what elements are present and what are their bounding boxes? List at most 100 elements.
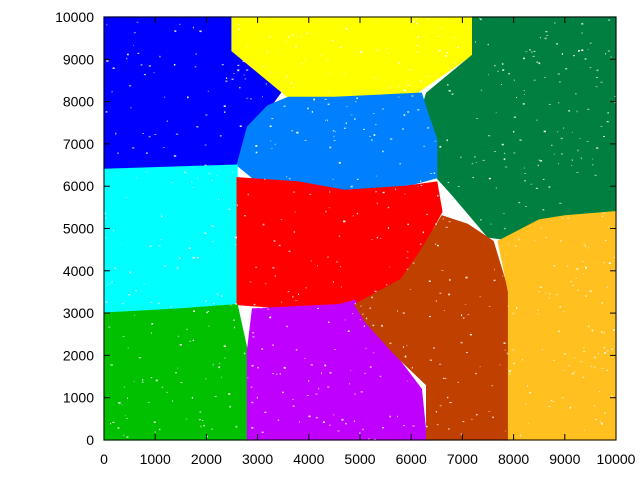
texture-speck (603, 332, 606, 334)
x-tick-label: 9000 (549, 451, 580, 467)
texture-speck (262, 66, 265, 67)
texture-speck (397, 310, 398, 312)
texture-speck (582, 351, 586, 353)
texture-speck (359, 432, 361, 435)
texture-speck (334, 349, 336, 350)
texture-speck (433, 172, 436, 174)
texture-speck (573, 55, 575, 57)
texture-speck (177, 335, 180, 337)
texture-speck (406, 257, 409, 259)
cluster-region-4 (236, 92, 438, 192)
texture-speck (440, 27, 442, 30)
texture-speck (447, 428, 450, 430)
texture-speck (566, 265, 569, 267)
texture-speck (177, 367, 179, 369)
texture-speck (264, 411, 267, 413)
texture-speck (423, 145, 426, 147)
texture-speck (142, 379, 144, 381)
texture-speck (127, 347, 129, 349)
texture-speck (460, 156, 462, 159)
texture-speck (601, 215, 603, 218)
texture-speck (110, 364, 113, 366)
texture-speck (443, 310, 445, 311)
texture-speck (114, 267, 117, 269)
texture-speck (223, 345, 226, 348)
texture-speck (572, 284, 574, 287)
texture-speck (488, 411, 491, 412)
texture-speck (536, 61, 538, 63)
x-tick-label: 8000 (498, 451, 529, 467)
texture-speck (470, 418, 473, 420)
texture-speck (608, 19, 611, 21)
texture-speck (587, 108, 590, 110)
texture-speck (598, 391, 601, 392)
texture-speck (448, 293, 451, 296)
texture-speck (221, 295, 223, 297)
texture-speck (146, 152, 148, 154)
texture-speck (537, 313, 539, 315)
texture-speck (344, 423, 347, 425)
texture-speck (234, 236, 237, 239)
texture-speck (153, 72, 155, 74)
texture-speck (355, 101, 357, 103)
texture-speck (529, 392, 532, 394)
texture-speck (513, 130, 515, 133)
texture-speck (362, 428, 364, 431)
texture-speck (558, 162, 559, 165)
texture-speck (509, 373, 511, 375)
texture-speck (274, 275, 276, 277)
texture-speck (271, 118, 274, 120)
texture-speck (411, 366, 413, 369)
texture-speck (340, 266, 342, 268)
texture-speck (439, 363, 442, 365)
texture-speck (326, 119, 329, 122)
texture-speck (534, 240, 535, 242)
texture-speck (134, 314, 136, 316)
texture-speck (159, 55, 161, 58)
texture-speck (596, 147, 599, 149)
texture-speck (594, 174, 597, 176)
texture-speck (397, 85, 400, 87)
texture-speck (251, 364, 254, 367)
texture-speck (482, 159, 485, 161)
texture-speck (235, 425, 238, 428)
texture-speck (247, 193, 249, 196)
texture-speck (208, 173, 211, 175)
texture-speck (138, 357, 142, 359)
texture-speck (417, 185, 419, 187)
texture-speck (614, 101, 616, 103)
texture-speck (568, 110, 571, 112)
texture-speck (224, 357, 226, 359)
texture-speck (336, 261, 339, 263)
texture-speck (559, 306, 562, 308)
texture-speck (407, 223, 410, 226)
texture-speck (225, 80, 228, 83)
texture-speck (111, 281, 114, 283)
texture-speck (545, 237, 547, 238)
texture-speck (328, 73, 329, 75)
texture-speck (457, 381, 459, 383)
texture-speck (126, 436, 129, 438)
texture-speck (198, 419, 201, 421)
texture-speck (479, 17, 481, 19)
texture-speck (352, 313, 354, 314)
texture-speck (518, 238, 520, 241)
texture-speck (127, 397, 128, 399)
texture-speck (386, 48, 388, 50)
texture-speck (236, 204, 238, 207)
texture-speck (396, 415, 398, 418)
texture-speck (501, 84, 502, 85)
texture-speck (601, 331, 603, 333)
texture-speck (376, 236, 379, 239)
texture-speck (225, 77, 228, 79)
texture-speck (533, 50, 536, 52)
texture-speck (207, 311, 210, 312)
texture-speck (281, 55, 282, 57)
texture-speck (338, 235, 341, 237)
texture-speck (187, 96, 189, 99)
texture-speck (212, 363, 214, 366)
texture-speck (611, 395, 614, 397)
texture-speck (382, 191, 385, 194)
texture-speck (269, 316, 272, 319)
texture-speck (218, 363, 221, 364)
